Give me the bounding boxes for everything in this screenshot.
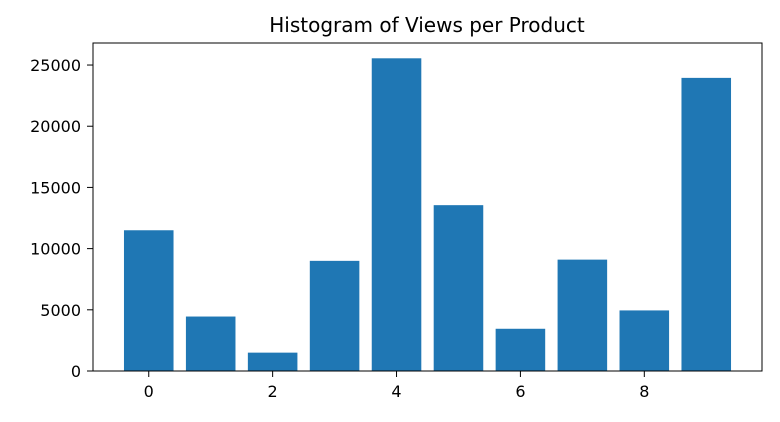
plot-frame (92, 42, 763, 372)
x-tick-label: 4 (391, 382, 401, 401)
bar-7 (557, 259, 608, 371)
axes-group: 0 5000 10000 15000 20000 25000 0 2 4 6 8 (30, 42, 763, 401)
bar-9 (681, 77, 732, 371)
bar-8 (619, 310, 670, 371)
x-tick-label: 6 (515, 382, 525, 401)
y-tick-label: 15000 (30, 178, 81, 197)
x-tick-label: 2 (268, 382, 278, 401)
y-tick-label: 5000 (40, 301, 81, 320)
bar-5 (433, 205, 484, 371)
bar-6 (495, 328, 546, 371)
y-tick-label: 20000 (30, 117, 81, 136)
bar-3 (309, 260, 360, 371)
x-tick-label: 8 (639, 382, 649, 401)
bar-2 (247, 352, 298, 371)
bars-group (123, 58, 732, 371)
y-tick-label: 25000 (30, 56, 81, 75)
y-tick-label: 10000 (30, 240, 81, 259)
y-tick-label: 0 (71, 362, 81, 381)
x-tick-label: 0 (144, 382, 154, 401)
bar-4 (371, 58, 422, 371)
bar-1 (185, 316, 236, 371)
bar-0 (123, 230, 174, 371)
chart-title: Histogram of Views per Product (269, 13, 585, 37)
